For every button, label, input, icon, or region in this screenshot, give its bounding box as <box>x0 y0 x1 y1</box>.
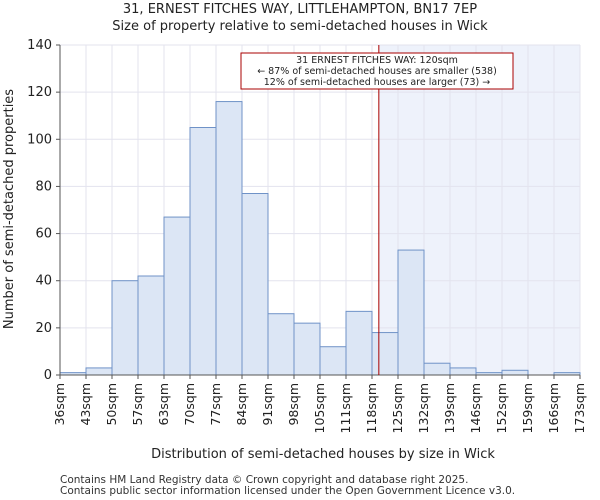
bar <box>215 101 243 376</box>
x-tick-label: 43sqm <box>78 383 93 426</box>
bar <box>163 216 191 376</box>
bar <box>345 310 373 376</box>
bar <box>501 369 529 376</box>
y-tick-label: 100 <box>27 132 52 147</box>
chart-subtitle: Size of property relative to semi-detach… <box>112 19 488 34</box>
x-tick-label: 132sqm <box>416 383 431 433</box>
marker-annotation-line: ← 87% of semi-detached houses are smalle… <box>257 66 497 77</box>
x-tick-label: 111sqm <box>338 383 353 433</box>
x-tick-label: 77sqm <box>208 383 223 426</box>
bar <box>189 127 217 376</box>
bar <box>319 346 347 376</box>
y-tick-label: 0 <box>44 368 52 383</box>
y-tick-label: 80 <box>35 179 52 194</box>
x-tick-label: 63sqm <box>156 383 171 426</box>
y-axis-title: Number of semi-detached properties <box>2 89 17 329</box>
x-tick-label: 50sqm <box>104 383 119 426</box>
chart-title: 31, ERNEST FITCHES WAY, LITTLEHAMPTON, B… <box>122 2 478 17</box>
x-tick-label: 36sqm <box>52 383 67 426</box>
y-tick-label: 60 <box>35 227 52 242</box>
x-tick-label: 91sqm <box>260 383 275 426</box>
x-tick-label: 98sqm <box>286 383 301 426</box>
x-axis-title: Distribution of semi-detached houses by … <box>151 447 495 462</box>
bar <box>137 275 165 376</box>
bar <box>371 332 399 376</box>
bar <box>397 249 425 376</box>
bar <box>423 362 451 376</box>
bar <box>85 367 113 376</box>
x-tick-label: 159sqm <box>520 383 535 433</box>
marker-annotation-line: 12% of semi-detached houses are larger (… <box>264 77 491 88</box>
y-tick-label: 140 <box>27 38 52 53</box>
x-tick-label: 57sqm <box>130 383 145 426</box>
bar <box>267 313 295 376</box>
footer-line-1: Contains HM Land Registry data © Crown c… <box>60 474 469 486</box>
y-tick-label: 40 <box>35 274 52 289</box>
y-tick-label: 120 <box>27 85 52 100</box>
marker-annotation-line: 31 ERNEST FITCHES WAY: 120sqm <box>296 55 458 66</box>
footer-line-2: Contains public sector information licen… <box>60 485 516 497</box>
x-tick-label: 166sqm <box>546 383 561 433</box>
x-tick-label: 105sqm <box>312 383 327 433</box>
bar <box>241 193 269 376</box>
y-tick-label: 20 <box>35 321 52 336</box>
x-tick-label: 173sqm <box>572 383 587 433</box>
bar <box>111 280 139 376</box>
x-tick-label: 125sqm <box>390 383 405 433</box>
x-tick-label: 152sqm <box>494 383 509 433</box>
bar <box>293 322 321 376</box>
bar <box>449 367 477 376</box>
x-tick-label: 118sqm <box>364 383 379 433</box>
marker-annotation-box <box>240 52 514 90</box>
x-tick-label: 139sqm <box>442 383 457 433</box>
x-tick-label: 146sqm <box>468 383 483 433</box>
x-tick-label: 70sqm <box>182 383 197 426</box>
x-tick-label: 84sqm <box>234 383 249 426</box>
